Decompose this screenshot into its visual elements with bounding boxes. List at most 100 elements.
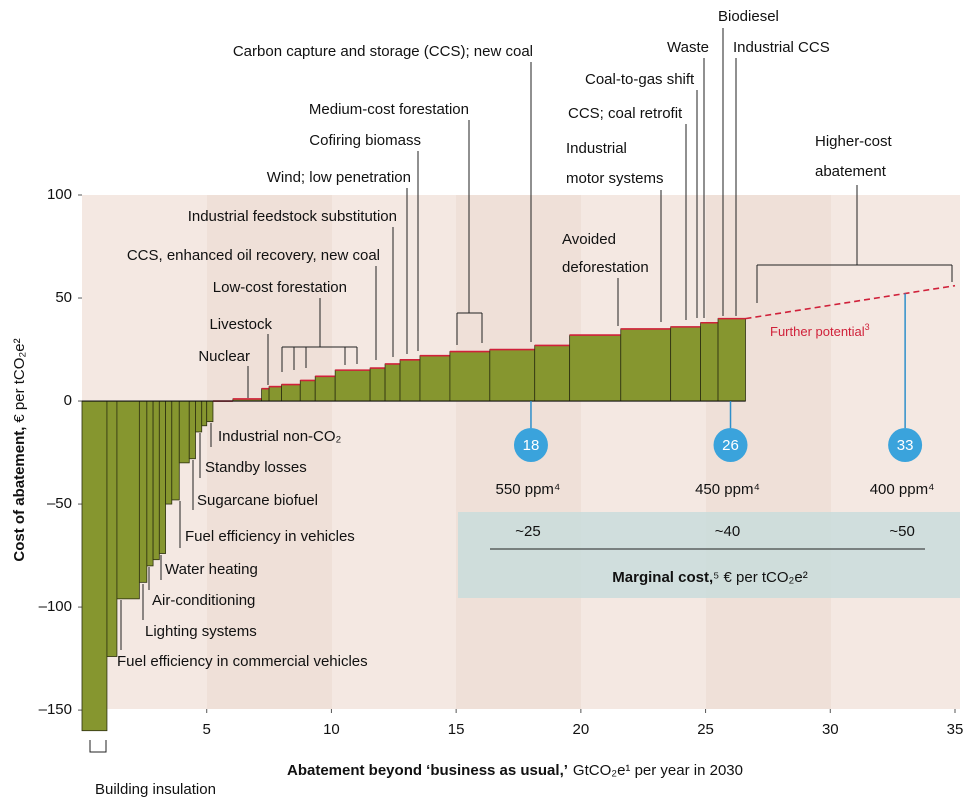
bar — [489, 349, 536, 402]
leader-line — [89, 740, 107, 753]
y-tick-label: 0 — [64, 392, 72, 409]
scenario-ppm: 400 ppm⁴ — [870, 481, 935, 498]
annotation: Avoided — [562, 231, 616, 248]
y-label-main: Cost of abatement, — [11, 427, 28, 562]
bar — [195, 400, 203, 433]
annotation: Cofiring biomass — [309, 132, 421, 149]
y-tick-label: –50 — [47, 495, 72, 512]
bar — [534, 345, 571, 402]
bar — [717, 318, 746, 402]
scenario-value: 18 — [523, 437, 540, 454]
annotation: Low-cost forestation — [213, 279, 347, 296]
bar — [146, 400, 154, 567]
x-tick-label: 35 — [947, 721, 964, 738]
band — [207, 195, 332, 709]
further-potential-note: 3 — [865, 322, 870, 332]
annotation: Industrial non-CO₂ — [218, 428, 342, 445]
scenario-value: 26 — [722, 437, 739, 454]
x-axis-label: Abatement beyond ‘business as usual,’ GtC… — [287, 762, 743, 779]
annotation: Carbon capture and storage (CCS); new co… — [233, 43, 533, 60]
x-label-main: Abatement beyond ‘business as usual,’ — [287, 762, 568, 779]
bar — [299, 380, 316, 402]
annotation: Water heating — [165, 561, 258, 578]
annotation: Fuel efficiency in commercial vehicles — [117, 653, 368, 670]
scenario-cost: ~50 — [889, 523, 914, 540]
annotation: CCS; coal retrofit — [568, 105, 683, 122]
marginal-cost-main: Marginal cost, — [612, 569, 713, 586]
x-tick-label: 5 — [203, 721, 211, 738]
bar — [116, 400, 140, 600]
marks: 100 50 0 –50 –100 –150 5 10 15 20 25 30 35 Further po… — [39, 8, 964, 798]
bar — [81, 400, 108, 732]
scenario-marker — [713, 428, 748, 462]
annotation: Waste — [667, 39, 709, 56]
bar — [384, 363, 401, 402]
y-tick-label: –150 — [39, 701, 72, 718]
annotation: Medium-cost forestation — [309, 101, 469, 118]
scenario-marker — [888, 428, 923, 462]
marginal-cost-box — [458, 512, 960, 598]
bar — [268, 386, 282, 402]
x-label-unit: GtCO₂e¹ per year in 2030 — [573, 762, 743, 779]
x-tick-label: 10 — [323, 721, 340, 738]
marginal-cost-unit: ⁵ € per tCO₂e² — [713, 569, 808, 586]
annotation: Standby losses — [205, 459, 307, 476]
annotation: Livestock — [209, 316, 272, 333]
annotation: Fuel efficiency in vehicles — [185, 528, 355, 545]
scenario-marker — [513, 428, 548, 462]
bar — [261, 388, 270, 402]
x-tick-label: 20 — [573, 721, 590, 738]
further-potential-line — [745, 284, 956, 320]
bar — [158, 400, 166, 554]
bar — [620, 328, 672, 402]
x-tick-label: 15 — [448, 721, 465, 738]
annotation: Sugarcane biofuel — [197, 492, 318, 509]
annotation: deforestation — [562, 259, 649, 276]
bar — [314, 375, 336, 402]
bar — [188, 400, 196, 460]
bar — [171, 400, 180, 501]
further-potential-text: Further potential — [770, 324, 865, 339]
y-axis-label: Cost of abatement, € per tCO₂e² — [11, 338, 28, 561]
bar — [106, 400, 118, 657]
y-tick-label: –100 — [39, 598, 72, 615]
annotation: Industrial — [566, 140, 627, 157]
annotation: Wind; low penetration — [267, 169, 411, 186]
annotation: Building insulation — [95, 781, 216, 798]
scenario-ppm: 550 ppm⁴ — [496, 481, 561, 498]
y-label-unit: € per tCO₂e² — [11, 338, 28, 422]
annotation: abatement — [815, 163, 887, 180]
annotation: Nuclear — [198, 348, 250, 365]
x-tick-label: 30 — [822, 721, 839, 738]
bar — [281, 384, 301, 402]
bar — [138, 400, 148, 583]
annotation: Industrial CCS — [733, 39, 830, 56]
bar — [152, 400, 160, 561]
bar — [419, 355, 451, 402]
bar — [206, 400, 214, 423]
bar — [670, 326, 701, 402]
annotation: Coal-to-gas shift — [585, 71, 695, 88]
bar — [178, 400, 190, 464]
further-potential-label: Further potential3 — [770, 322, 870, 339]
bar — [700, 322, 719, 402]
annotation: motor systems — [566, 170, 664, 187]
y-tick-label: 50 — [55, 289, 72, 306]
bar — [369, 367, 386, 402]
scenario-value: 33 — [897, 437, 914, 454]
y-tick-label: 100 — [47, 186, 72, 203]
bar — [399, 359, 421, 402]
annotation: Biodiesel — [718, 8, 779, 25]
annotation: Industrial feedstock substitution — [188, 208, 397, 225]
scenario-ppm: 450 ppm⁴ — [695, 481, 760, 498]
bar — [201, 400, 208, 427]
scenario-cost: ~40 — [715, 523, 740, 540]
annotation: Air-conditioning — [152, 592, 255, 609]
annotation: CCS, enhanced oil recovery, new coal — [127, 247, 380, 264]
annotation: Lighting systems — [145, 623, 257, 640]
x-tick-label: 25 — [697, 721, 714, 738]
scenario-cost: ~25 — [515, 523, 540, 540]
annotation: Higher-cost — [815, 133, 893, 150]
bar — [334, 369, 371, 402]
